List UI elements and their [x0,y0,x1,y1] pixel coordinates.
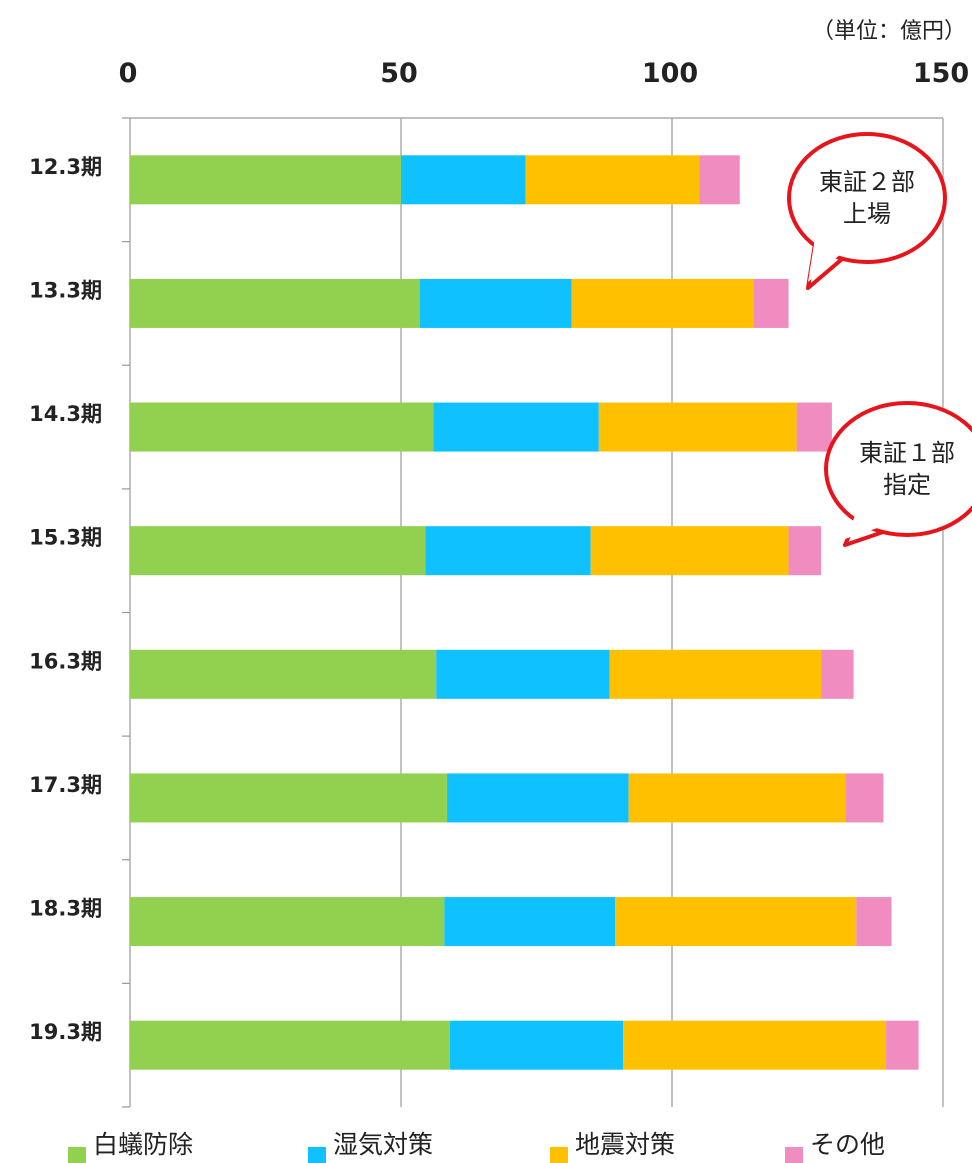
legend-label: その他 [810,1130,885,1159]
bar-segment [419,278,572,328]
legend: 白蟻防除 湿気対策 地震対策 その他 [68,1130,885,1163]
bar-segment [436,649,610,699]
bar-segment [130,402,434,452]
category-label: 16.3期 [29,649,102,673]
bar-segment [886,1020,919,1070]
callout-text: 東証１部 [859,439,955,467]
callout-tail-cover [808,238,848,282]
bar-segment [447,773,629,823]
bar-segment [449,1020,624,1070]
bar-segment [845,773,884,823]
bar-segment [623,1020,887,1070]
legend-label: 白蟻防除 [93,1130,193,1159]
category-labels: 12.3期 13.3期 14.3期 15.3期 16.3期 17.3期 18.3期 19.3期 [29,155,102,1044]
bar-segment [130,1020,450,1070]
bar-segment [788,526,822,576]
bar-segment [753,278,789,328]
category-label: 15.3期 [29,526,102,550]
category-label: 12.3期 [29,155,102,179]
category-label: 19.3期 [29,1020,102,1044]
x-tick-label: 0 [119,58,138,89]
legend-swatch [785,1147,803,1163]
bar-segment [425,526,591,576]
legend-item: 白蟻防除 [68,1130,193,1163]
bar-segment [615,897,857,947]
bar-segment [571,278,754,328]
bar-segment [130,526,426,576]
bar-segment [130,278,420,328]
callout-ellipse [787,132,947,264]
legend-swatch [550,1147,568,1163]
category-label: 13.3期 [29,278,102,302]
legend-swatch [68,1147,86,1163]
bars [130,155,919,1070]
bar-segment [821,649,854,699]
bar-segment [525,155,700,205]
category-label: 18.3期 [29,897,102,921]
bar-segment [856,897,892,947]
legend-item: 湿気対策 [308,1130,433,1163]
bar-segment [130,897,445,947]
bar-segment [130,155,401,205]
bar-segment [598,402,797,452]
legend-item: 地震対策 [550,1130,675,1163]
bar-segment [699,155,740,205]
bar-segment [401,155,526,205]
x-tick-label: 50 [380,58,418,89]
unit-label: （単位：億円） [812,19,966,44]
x-tick-labels: 0 50 100 150 [119,58,970,89]
callout-text: 指定 [883,471,931,499]
bar-segment [433,402,599,452]
category-label: 14.3期 [29,402,102,426]
callout-text: 上場 [843,200,891,228]
bar-segment [796,402,832,452]
callout-text: 東証２部 [819,168,915,196]
bar-segment [628,773,846,823]
bar-segment [590,526,789,576]
x-tick-label: 100 [642,58,698,89]
legend-swatch [308,1147,326,1163]
x-tick-label: 150 [913,58,969,89]
bar-segment [609,649,822,699]
bar-segment [130,773,448,823]
category-label: 17.3期 [29,773,102,797]
callout-ellipse [824,401,972,537]
legend-item: その他 [785,1130,885,1163]
legend-label: 地震対策 [575,1130,675,1159]
callout-tail-cover [845,504,895,539]
legend-label: 湿気対策 [333,1130,433,1159]
bar-segment [444,897,616,947]
bar-segment [130,649,437,699]
